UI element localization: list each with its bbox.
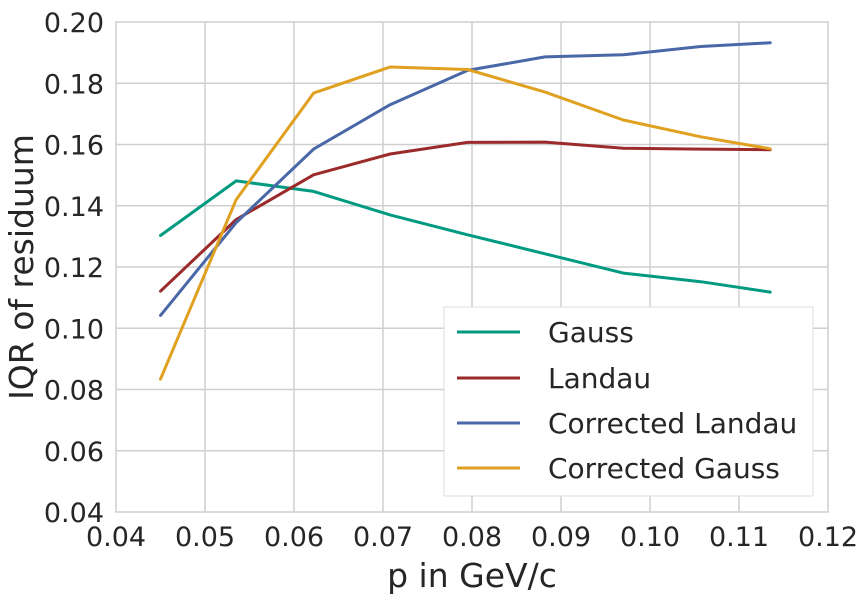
y-tick-label: 0.12	[44, 253, 104, 284]
y-tick-label: 0.20	[44, 8, 104, 39]
x-tick-label: 0.12	[798, 522, 858, 553]
y-tick-label: 0.04	[44, 498, 104, 529]
legend-label: Gauss	[548, 316, 634, 349]
x-tick-label: 0.10	[620, 522, 680, 553]
y-tick-label: 0.18	[44, 69, 104, 100]
x-tick-label: 0.08	[442, 522, 502, 553]
y-tick-labels: 0.04 0.06 0.08 0.10 0.12 0.14 0.16 0.18 0.20	[44, 8, 104, 529]
x-tick-label: 0.11	[709, 522, 769, 553]
x-tick-labels: 0.04 0.05 0.06 0.07 0.08 0.09 0.10 0.11 0.12	[86, 522, 858, 553]
y-tick-label: 0.08	[44, 376, 104, 407]
series-line-corrected-gauss	[159, 65, 772, 381]
y-tick-label: 0.16	[44, 131, 104, 162]
legend-label: Landau	[548, 362, 651, 395]
y-tick-label: 0.10	[44, 314, 104, 345]
legend-label: Corrected Gauss	[548, 452, 780, 485]
legend-box	[443, 306, 814, 497]
x-tick-label: 0.06	[264, 522, 324, 553]
x-axis-label: p in GeV/c	[387, 556, 557, 595]
series-lines	[159, 41, 772, 381]
x-tick-label: 0.04	[86, 522, 146, 553]
series-line-gauss	[159, 179, 772, 294]
x-tick-label: 0.05	[175, 522, 235, 553]
legend: Gauss Landau Corrected Landau Corrected Gau…	[443, 306, 814, 497]
y-axis-label: IQR of residuum	[2, 134, 41, 400]
y-tick-label: 0.14	[44, 192, 104, 223]
x-tick-label: 0.07	[353, 522, 413, 553]
y-tick-label: 0.06	[44, 437, 104, 468]
legend-label: Corrected Landau	[548, 407, 797, 440]
x-tick-label: 0.09	[531, 522, 591, 553]
series-line-landau	[159, 140, 772, 293]
